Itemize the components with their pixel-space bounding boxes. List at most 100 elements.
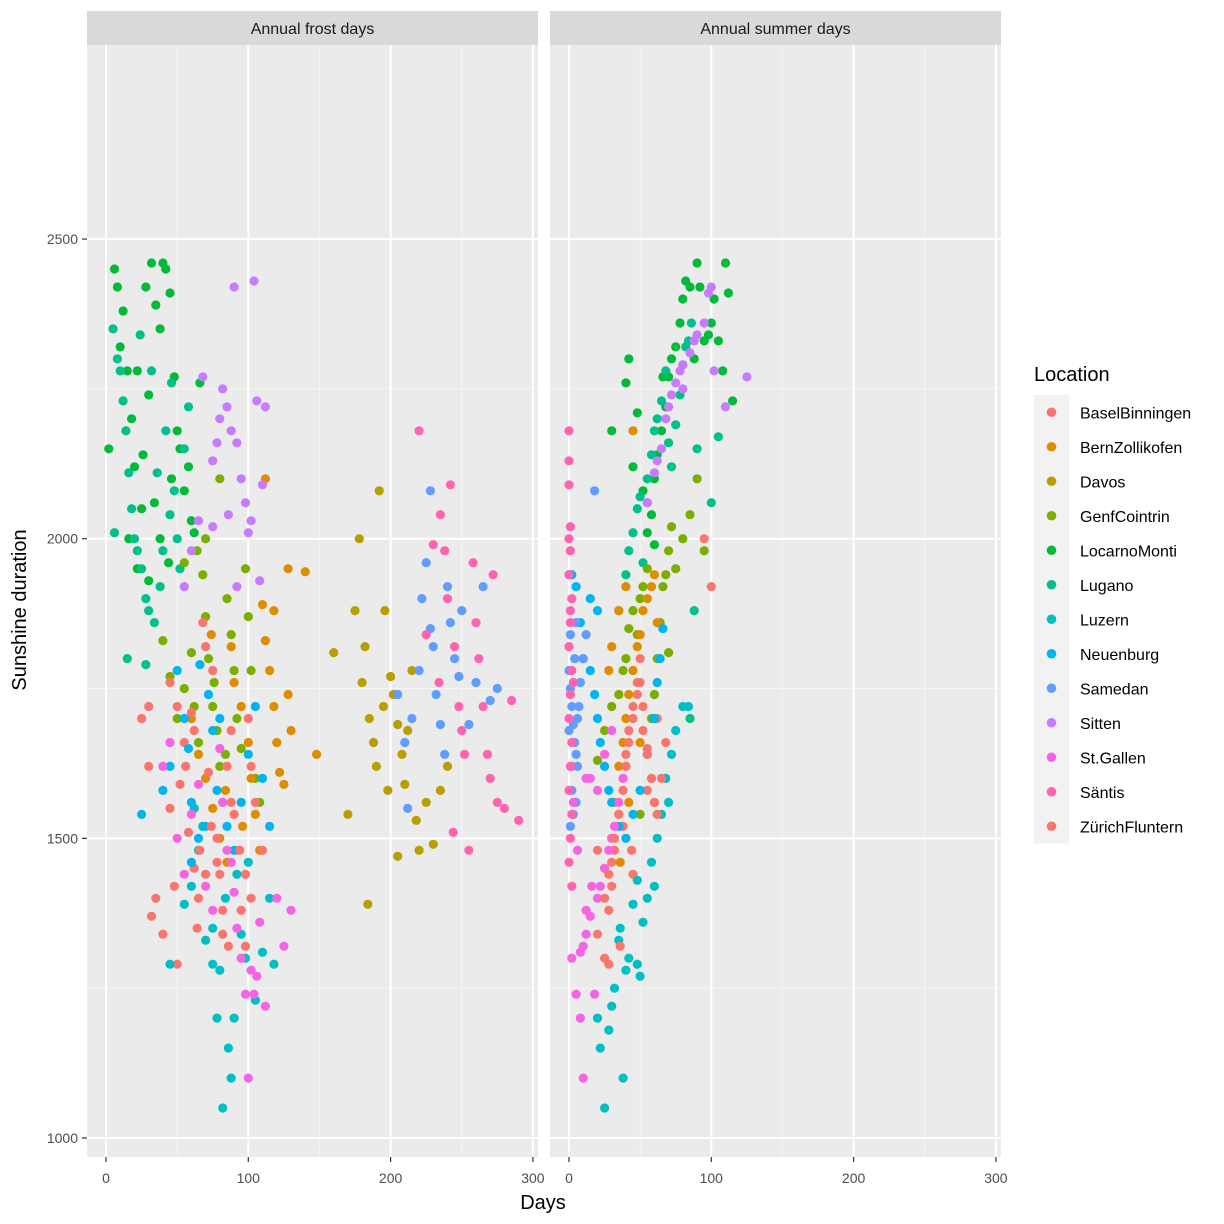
point-samedan bbox=[567, 701, 577, 712]
point-bernzollikofen bbox=[269, 701, 279, 712]
point-locarnomonti bbox=[115, 342, 125, 352]
point-locarnomonti bbox=[713, 336, 724, 346]
point-neuenburg bbox=[585, 594, 595, 604]
points-layer bbox=[104, 258, 524, 1113]
point-locarnomonti bbox=[728, 396, 738, 406]
point-neuenburg bbox=[165, 761, 175, 772]
point-lugano bbox=[685, 713, 695, 724]
point-lugano bbox=[141, 594, 151, 604]
point-sitten bbox=[664, 402, 674, 412]
panel-strip-title: Annual frost days bbox=[251, 21, 375, 38]
point-baselbinningen bbox=[624, 725, 634, 736]
point-z-richfluntern bbox=[189, 725, 199, 736]
point-locarnomonti bbox=[189, 528, 199, 538]
point-bernzollikofen bbox=[621, 713, 631, 724]
point-st-gallen bbox=[249, 989, 259, 999]
point-davos bbox=[368, 737, 379, 748]
point-luzern bbox=[609, 983, 620, 993]
point-davos bbox=[393, 719, 403, 730]
point-luzern bbox=[220, 893, 231, 903]
point-neuenburg bbox=[257, 773, 268, 784]
point-samedan bbox=[464, 719, 474, 730]
point-z-richfluntern bbox=[642, 749, 652, 760]
point-sitten bbox=[671, 378, 681, 388]
point-luzern bbox=[632, 959, 642, 969]
point-bernzollikofen bbox=[193, 749, 204, 760]
point-sitten bbox=[249, 276, 259, 286]
point-s-ntis bbox=[457, 725, 467, 736]
point-genfcointrin bbox=[685, 510, 695, 520]
point-sitten bbox=[699, 318, 709, 328]
point-s-ntis bbox=[474, 654, 484, 664]
point-st-gallen bbox=[243, 1073, 253, 1083]
point-z-richfluntern bbox=[614, 809, 624, 820]
point-lugano bbox=[169, 486, 179, 496]
point-luzern bbox=[624, 953, 634, 963]
point-s-ntis bbox=[499, 803, 509, 814]
point-lugano bbox=[664, 438, 674, 448]
point-s-ntis bbox=[565, 689, 576, 700]
point-genfcointrin bbox=[638, 582, 648, 592]
point-bernzollikofen bbox=[638, 606, 648, 616]
point-luzern bbox=[165, 959, 175, 969]
point-samedan bbox=[478, 582, 488, 592]
point-baselbinningen bbox=[604, 905, 614, 915]
point-bernzollikofen bbox=[628, 665, 638, 676]
point-st-gallen bbox=[575, 947, 586, 957]
point-bernzollikofen bbox=[246, 773, 256, 784]
point-genfcointrin bbox=[635, 809, 645, 820]
point-locarnomonti bbox=[118, 306, 128, 316]
point-lugano bbox=[161, 426, 171, 436]
point-locarnomonti bbox=[137, 504, 147, 514]
point-davos bbox=[383, 785, 393, 796]
point-samedan bbox=[590, 486, 600, 496]
point-lugano bbox=[122, 654, 132, 664]
point-neuenburg bbox=[585, 665, 595, 676]
point-neuenburg bbox=[265, 821, 275, 832]
point-st-gallen bbox=[279, 941, 289, 951]
point-neuenburg bbox=[595, 737, 605, 748]
point-s-ntis bbox=[564, 785, 574, 796]
point-bernzollikofen bbox=[300, 567, 310, 577]
point-locarnomonti bbox=[144, 390, 154, 400]
point-z-richfluntern bbox=[206, 821, 216, 832]
point-locarnomonti bbox=[607, 426, 617, 436]
legend-label: Sitten bbox=[1080, 716, 1121, 733]
point-genfcointrin bbox=[624, 624, 634, 634]
point-bernzollikofen bbox=[208, 803, 218, 814]
point-baselbinningen bbox=[592, 929, 603, 939]
point-luzern bbox=[215, 965, 225, 975]
point-baselbinningen bbox=[218, 929, 228, 939]
point-s-ntis bbox=[442, 594, 453, 604]
point-sitten bbox=[685, 348, 695, 358]
point-lugano bbox=[165, 510, 175, 520]
point-baselbinningen bbox=[158, 929, 168, 939]
point-genfcointrin bbox=[671, 564, 681, 574]
point-lugano bbox=[179, 444, 189, 454]
point-bernzollikofen bbox=[279, 779, 289, 790]
point-lugano bbox=[127, 504, 137, 514]
point-genfcointrin bbox=[243, 612, 253, 622]
point-z-richfluntern bbox=[246, 893, 256, 903]
point-lugano bbox=[118, 396, 128, 406]
point-genfcointrin bbox=[642, 564, 652, 574]
point-locarnomonti bbox=[723, 288, 734, 298]
point-st-gallen bbox=[255, 917, 265, 927]
point-luzern bbox=[642, 893, 652, 903]
point-samedan bbox=[425, 486, 435, 496]
point-s-ntis bbox=[414, 426, 424, 436]
x-tick-label: 100 bbox=[700, 1170, 724, 1186]
point-bernzollikofen bbox=[269, 606, 279, 616]
point-sitten bbox=[222, 402, 232, 412]
point-lugano bbox=[155, 582, 165, 592]
y-axis-title: Sunshine duration bbox=[9, 529, 31, 690]
legend-title: Location bbox=[1034, 364, 1110, 386]
point-luzern bbox=[201, 935, 211, 945]
point-z-richfluntern bbox=[609, 833, 620, 843]
point-genfcointrin bbox=[635, 594, 645, 604]
point-baselbinningen bbox=[635, 654, 645, 664]
point-bernzollikofen bbox=[624, 797, 634, 808]
point-lugano bbox=[706, 498, 716, 508]
point-locarnomonti bbox=[624, 354, 634, 364]
point-s-ntis bbox=[564, 480, 574, 490]
